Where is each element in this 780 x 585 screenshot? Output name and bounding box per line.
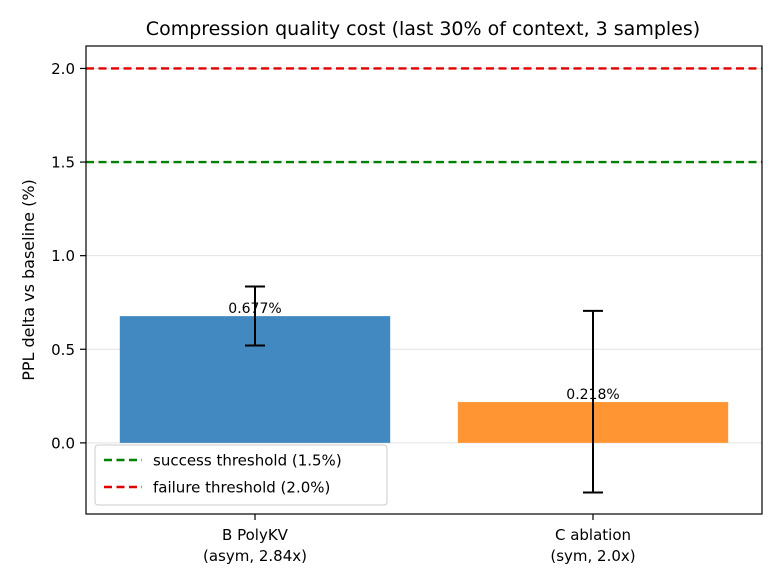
y-tick-label: 1.5 bbox=[51, 154, 75, 172]
legend: success threshold (1.5%) failure threshol… bbox=[94, 444, 388, 506]
y-tick-label: 2.0 bbox=[51, 60, 75, 78]
error-bars bbox=[245, 285, 603, 494]
y-axis-ticks: 0.0 0.5 1.0 1.5 2.0 bbox=[51, 60, 86, 452]
legend-label: success threshold (1.5%) bbox=[153, 452, 342, 470]
bar-value-labels: 0.677% 0.218% bbox=[228, 301, 619, 403]
x-tick-label-sub: (sym, 2.0x) bbox=[550, 547, 635, 565]
plot-area-frame bbox=[85, 45, 763, 515]
legend-box bbox=[94, 444, 388, 506]
x-tick-label-sub: (asym, 2.84x) bbox=[203, 547, 307, 565]
bar-value-label: 0.677% bbox=[228, 301, 281, 317]
chart-title: Compression quality cost (last 30% of co… bbox=[146, 18, 700, 40]
y-tick-label: 0.0 bbox=[51, 434, 75, 452]
y-tick-label: 1.0 bbox=[51, 247, 75, 265]
x-axis-ticks: B PolyKV (asym, 2.84x) C ablation (sym, 2.0… bbox=[203, 514, 636, 565]
x-tick-label: B PolyKV bbox=[222, 526, 289, 544]
threshold-lines bbox=[86, 67, 762, 164]
bar-value-label: 0.218% bbox=[566, 387, 619, 403]
legend-label: failure threshold (2.0%) bbox=[153, 479, 330, 497]
bars bbox=[119, 316, 729, 443]
y-tick-label: 0.5 bbox=[51, 341, 75, 359]
y-axis-label: PPL delta vs baseline (%) bbox=[19, 179, 38, 381]
x-tick-label: C ablation bbox=[555, 526, 631, 544]
